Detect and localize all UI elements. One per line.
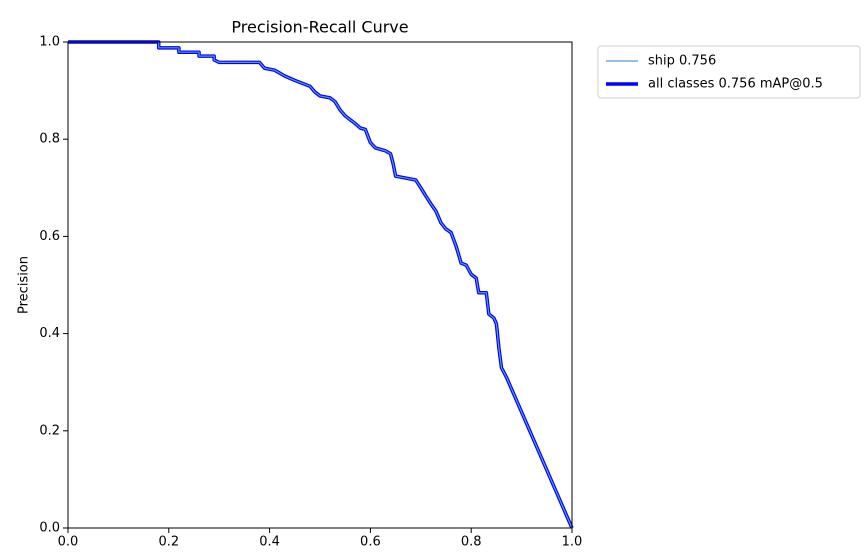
legend-label: ship 0.756 — [648, 54, 716, 69]
x-tick-label: 0.4 — [259, 535, 280, 550]
x-tick-label: 0.2 — [158, 535, 179, 550]
legend-label: all classes 0.756 mAP@0.5 — [648, 77, 823, 92]
pr-curve — [68, 41, 573, 529]
x-tick-label: 1.0 — [562, 535, 583, 550]
x-tick-label: 0.8 — [461, 535, 482, 550]
x-tick-label: 0.6 — [360, 535, 381, 550]
y-tick-label: 0.6 — [39, 229, 60, 244]
chart-title: Precision-Recall Curve — [231, 18, 408, 37]
y-tick-label: 0.0 — [39, 521, 60, 536]
y-tick-label: 0.2 — [39, 423, 60, 438]
y-tick-label: 1.0 — [39, 35, 60, 50]
y-tick-label: 0.8 — [39, 132, 60, 147]
legend-box — [597, 45, 861, 99]
y-axis-label: Precision — [17, 256, 32, 314]
y-tick-label: 0.4 — [39, 326, 60, 341]
x-tick-label: 0.0 — [58, 535, 79, 550]
pr-curve — [68, 40, 574, 529]
plot-frame — [67, 41, 573, 529]
